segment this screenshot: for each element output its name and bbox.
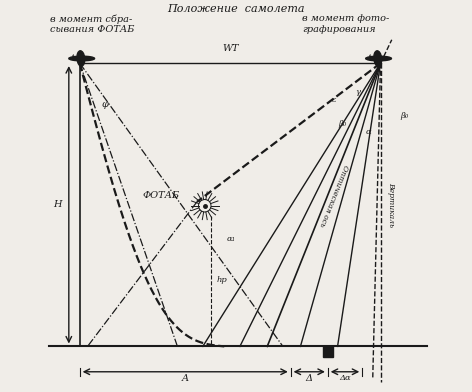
Text: WT: WT: [222, 44, 238, 53]
Text: A: A: [182, 374, 189, 383]
Text: Вертикаль: Вертикаль: [388, 182, 396, 227]
Text: β₀: β₀: [338, 120, 346, 128]
Text: hр: hр: [217, 276, 227, 284]
Ellipse shape: [366, 56, 391, 61]
Text: Положение  самолета: Положение самолета: [167, 4, 305, 14]
Text: в момент сбра-
сывания ФОТАБ: в момент сбра- сывания ФОТАБ: [51, 15, 135, 34]
Ellipse shape: [77, 51, 85, 66]
Text: H: H: [53, 200, 61, 209]
Text: φ: φ: [101, 100, 109, 109]
FancyArrowPatch shape: [370, 55, 371, 56]
Text: α: α: [365, 127, 371, 136]
Text: ε: ε: [332, 96, 337, 104]
Text: ФОТАБ: ФОТАБ: [142, 192, 179, 200]
Text: Δα: Δα: [339, 374, 351, 383]
Text: Δ: Δ: [306, 374, 313, 383]
Text: в момент фото-
графирования: в момент фото- графирования: [303, 15, 390, 34]
Text: Оптическая ось: Оптическая ось: [318, 163, 350, 227]
FancyArrowPatch shape: [73, 55, 74, 56]
Text: γ: γ: [355, 89, 360, 96]
Bar: [323, 347, 333, 358]
Text: α₁: α₁: [226, 235, 235, 243]
Ellipse shape: [374, 51, 382, 66]
Text: β₀: β₀: [401, 112, 409, 120]
Ellipse shape: [69, 56, 94, 61]
